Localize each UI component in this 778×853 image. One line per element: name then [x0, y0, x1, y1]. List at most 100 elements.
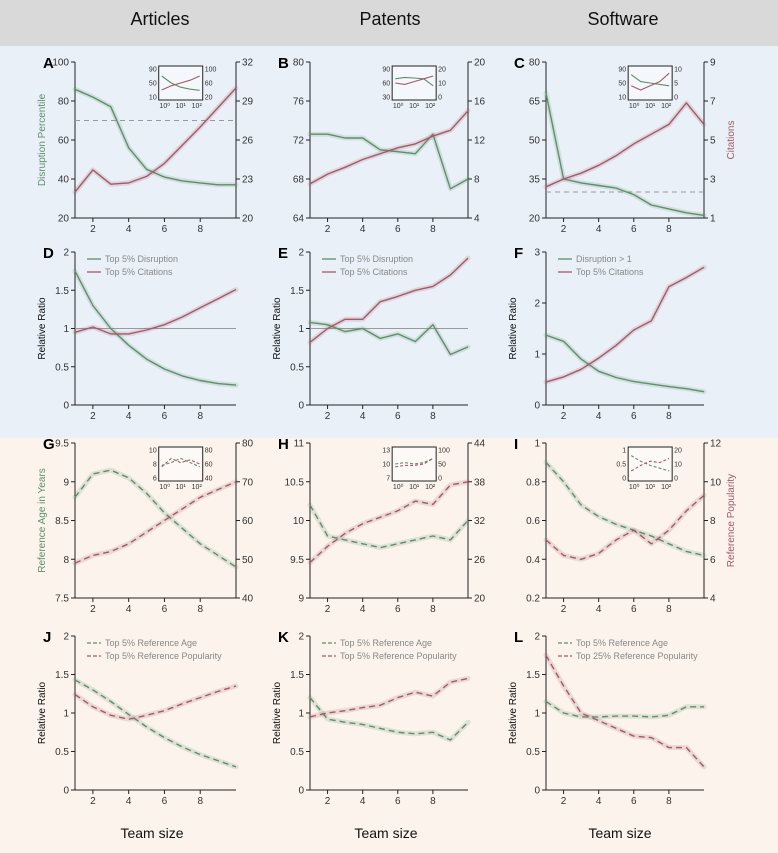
y2-tick-label: 29	[242, 97, 254, 108]
inset-y-tick-label: 13	[382, 448, 390, 455]
y-tick-label: 8	[63, 555, 69, 566]
y-tick-label: 0.8	[526, 477, 540, 488]
y-axis-label: Relative Ratio	[272, 297, 283, 360]
y-tick-label: 11	[294, 439, 305, 450]
y-tick-label: 1.5	[55, 670, 69, 681]
x-tick-label: 8	[666, 224, 672, 235]
inset-x-tick-label: 10¹	[176, 103, 187, 110]
inset-series-line-green	[161, 75, 200, 91]
y-tick-label: 65	[529, 97, 541, 108]
legend-item: Top 5% Reference Age	[576, 638, 668, 648]
inset-x-tick-label: 10¹	[645, 484, 656, 491]
inset-y-tick-label: 10	[382, 462, 390, 469]
inset-y2-tick-label: 100	[205, 67, 217, 74]
x-tick-label: 6	[395, 604, 401, 615]
x-tick-label: 8	[197, 796, 203, 807]
x-tick-label: 2	[90, 796, 96, 807]
panel-letter: G	[43, 436, 55, 453]
y-tick-label: 76	[293, 97, 305, 108]
inset-x-tick-label: 10¹	[409, 484, 420, 491]
inset-x-tick-label: 10²	[425, 103, 436, 110]
inset-y-tick-label: 90	[382, 67, 390, 74]
y-tick-label: 0.5	[290, 747, 304, 758]
legend-item: Top 5% Citations	[340, 267, 408, 277]
x-tick-label: 8	[430, 796, 436, 807]
inset-y-tick-label: 50	[149, 81, 157, 88]
inset-x-tick-label: 10⁰	[159, 102, 170, 110]
y-tick-label: 0.5	[55, 747, 69, 758]
y2-axis-label: Citations	[726, 121, 737, 160]
inset-plot: 90 60 30 20 10 0 10⁰ 10¹ 10²	[382, 65, 446, 110]
legend-item: Top 5% Reference Age	[340, 638, 432, 648]
inset-x-tick-label: 10⁰	[393, 483, 404, 491]
y-tick-label: 0	[298, 786, 304, 797]
inset-y-tick-label: 90	[149, 67, 157, 74]
y2-tick-label: 12	[474, 136, 486, 147]
y2-tick-label: 26	[474, 555, 486, 566]
inset-y2-tick-label: 0	[674, 476, 678, 483]
y-tick-label: 3	[534, 248, 540, 259]
panel-letter: C	[514, 55, 525, 72]
x-tick-label: 8	[666, 796, 672, 807]
y2-tick-label: 7	[710, 97, 716, 108]
inset-y2-tick-label: 0	[438, 95, 442, 102]
y-tick-label: 9	[298, 594, 304, 605]
inset-y-tick-label: 0.5	[616, 462, 626, 469]
inset-y2-tick-label: 0	[438, 476, 442, 483]
series-line-red	[309, 481, 469, 564]
y-tick-label: 80	[529, 58, 541, 69]
inset-y-tick-label: 10	[149, 448, 157, 455]
legend-item: Top 5% Reference Popularity	[105, 651, 222, 661]
y-axis-label: Reference Age in Years	[37, 468, 48, 573]
y2-tick-label: 8	[474, 175, 480, 186]
series-line-red	[545, 266, 705, 383]
y2-tick-label: 5	[710, 136, 716, 147]
series-line-green	[74, 88, 236, 186]
series-line-red	[545, 494, 705, 560]
y-tick-label: 2	[63, 632, 69, 643]
inset-y-tick-label: 30	[382, 95, 390, 102]
inset-y2-tick-label: 50	[438, 462, 446, 469]
x-tick-label: 4	[126, 604, 132, 615]
series-line-green	[74, 679, 237, 768]
inset-x-tick-label: 10⁰	[629, 483, 640, 491]
inset-y-tick-label: 60	[382, 81, 390, 88]
series-line-red	[74, 481, 237, 564]
x-tick-label: 2	[325, 796, 331, 807]
y-tick-label: 0	[534, 786, 540, 797]
inset-y2-tick-label: 40	[205, 476, 213, 483]
inset-series-line-green	[630, 455, 670, 472]
series-line-red	[309, 110, 469, 185]
inset-x-tick-label: 10²	[192, 103, 203, 110]
y-tick-label: 1.5	[290, 670, 304, 681]
panel-letter: K	[278, 629, 289, 646]
y2-tick-label: 9	[710, 58, 716, 69]
panel-f: F 2 4 6 8 0 1 2 3 Relative Ratio Disruption > 1 Top…	[508, 245, 707, 422]
y-tick-label: 0	[298, 401, 304, 412]
x-tick-label: 6	[631, 224, 637, 235]
inset-series-line-green	[395, 76, 434, 87]
panel-letter: J	[43, 629, 51, 646]
panel-g: G 2 4 6 8 7.5 8 8.5 9 9.5 40 50 60 70 80 Reference Age …	[37, 436, 254, 615]
legend-item: Top 5% Disruption	[340, 254, 413, 264]
column-header-software: Software	[587, 9, 658, 29]
y-tick-label: 0.2	[526, 594, 540, 605]
x-tick-label: 4	[360, 796, 366, 807]
inset-x-tick-label: 10¹	[409, 103, 420, 110]
y2-tick-label: 10	[710, 477, 722, 488]
inset-series-line-red	[161, 75, 200, 91]
inset-series-line-red	[630, 457, 670, 472]
x-tick-label: 4	[360, 224, 366, 235]
inset-series-line-green	[161, 457, 200, 468]
x-tick-label: 6	[162, 411, 168, 422]
y-tick-label: 9	[63, 477, 69, 488]
inset-x-tick-label: 10²	[425, 484, 436, 491]
panel-letter: B	[278, 55, 289, 72]
y-tick-label: 80	[293, 58, 305, 69]
inset-y2-tick-label: 60	[205, 462, 213, 469]
y-tick-label: 1	[298, 709, 304, 720]
